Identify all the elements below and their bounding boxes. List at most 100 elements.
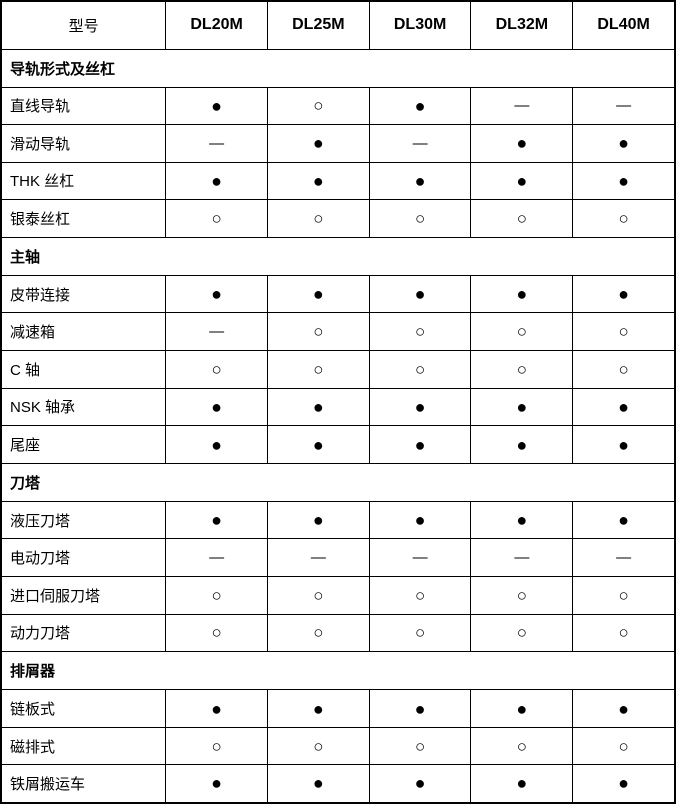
open-symbol-cell: ○: [470, 350, 574, 389]
table-row: THK 丝杠 ● ● ● ● ●: [0, 161, 676, 201]
open-symbol-cell: ○: [266, 312, 370, 352]
open-symbol-cell: ○: [165, 576, 268, 615]
open-symbol-cell: ○: [572, 613, 676, 653]
row-label: 尾座: [0, 425, 167, 464]
section-title: 导轨形式及丝杠: [0, 48, 676, 88]
open-symbol-cell: ○: [165, 350, 268, 389]
filled-symbol-cell: ●: [266, 764, 370, 803]
table-row: 直线导轨 ● ○ ● — —: [0, 86, 676, 126]
dash-symbol-cell: —: [572, 86, 676, 126]
open-symbol-cell: ○: [165, 613, 268, 653]
open-symbol-cell: ○: [470, 199, 574, 238]
open-symbol-cell: ○: [165, 726, 268, 766]
dash-symbol-cell: —: [470, 538, 574, 578]
table-row: C 轴 ○ ○ ○ ○ ○: [0, 350, 676, 389]
open-symbol-cell: ○: [165, 199, 268, 238]
row-label: 液压刀塔: [0, 500, 167, 540]
section-title: 排屑器: [0, 651, 676, 691]
open-symbol-cell: ○: [572, 576, 676, 615]
filled-symbol-cell: ●: [572, 124, 676, 163]
dash-symbol-cell: —: [470, 86, 574, 126]
filled-symbol-cell: ●: [368, 274, 472, 314]
model-header: DL30M: [368, 0, 472, 50]
filled-symbol-cell: ●: [572, 425, 676, 464]
table-body: 导轨形式及丝杠 直线导轨 ● ○ ● — — 滑动导轨 — ● — ● ● THK 丝杠 ● ● ● ● ● 银泰丝杠…: [0, 48, 676, 803]
filled-symbol-cell: ●: [165, 161, 268, 201]
dash-symbol-cell: —: [368, 538, 472, 578]
row-label: 滑动导轨: [0, 124, 167, 163]
filled-symbol-cell: ●: [572, 274, 676, 314]
dash-symbol-cell: —: [266, 538, 370, 578]
row-label: 进口伺服刀塔: [0, 576, 167, 615]
dash-symbol-cell: —: [572, 538, 676, 578]
filled-symbol-cell: ●: [266, 425, 370, 464]
table-row: 滑动导轨 — ● — ● ●: [0, 124, 676, 163]
open-symbol-cell: ○: [368, 726, 472, 766]
header-row: 型号 DL20M DL25M DL30M DL32M DL40M: [0, 0, 676, 50]
section-row: 刀塔: [0, 462, 676, 502]
open-symbol-cell: ○: [266, 199, 370, 238]
section-row: 主轴: [0, 236, 676, 276]
open-symbol-cell: ○: [368, 613, 472, 653]
dash-symbol-cell: —: [368, 124, 472, 163]
filled-symbol-cell: ●: [368, 689, 472, 728]
open-symbol-cell: ○: [368, 312, 472, 352]
open-symbol-cell: ○: [572, 350, 676, 389]
filled-symbol-cell: ●: [572, 387, 676, 427]
filled-symbol-cell: ●: [470, 425, 574, 464]
dash-symbol-cell: —: [165, 538, 268, 578]
filled-symbol-cell: ●: [165, 425, 268, 464]
open-symbol-cell: ○: [368, 199, 472, 238]
filled-symbol-cell: ●: [266, 124, 370, 163]
open-symbol-cell: ○: [572, 312, 676, 352]
model-header: DL40M: [572, 0, 676, 50]
open-symbol-cell: ○: [470, 576, 574, 615]
filled-symbol-cell: ●: [572, 689, 676, 728]
filled-symbol-cell: ●: [572, 161, 676, 201]
open-symbol-cell: ○: [266, 576, 370, 615]
table-row: NSK 轴承 ● ● ● ● ●: [0, 387, 676, 427]
row-label: 直线导轨: [0, 86, 167, 126]
open-symbol-cell: ○: [368, 350, 472, 389]
filled-symbol-cell: ●: [266, 387, 370, 427]
table-row: 皮带连接 ● ● ● ● ●: [0, 274, 676, 314]
table-row: 银泰丝杠 ○ ○ ○ ○ ○: [0, 199, 676, 238]
model-header: DL32M: [470, 0, 574, 50]
filled-symbol-cell: ●: [368, 425, 472, 464]
filled-symbol-cell: ●: [165, 86, 268, 126]
row-label: 减速箱: [0, 312, 167, 352]
open-symbol-cell: ○: [266, 613, 370, 653]
filled-symbol-cell: ●: [368, 500, 472, 540]
open-symbol-cell: ○: [266, 86, 370, 126]
section-row: 排屑器: [0, 651, 676, 691]
open-symbol-cell: ○: [368, 576, 472, 615]
filled-symbol-cell: ●: [470, 161, 574, 201]
open-symbol-cell: ○: [470, 613, 574, 653]
row-label: 铁屑搬运车: [0, 764, 167, 803]
filled-symbol-cell: ●: [368, 86, 472, 126]
open-symbol-cell: ○: [470, 312, 574, 352]
model-header: DL25M: [266, 0, 370, 50]
table-row: 磁排式 ○ ○ ○ ○ ○: [0, 726, 676, 766]
filled-symbol-cell: ●: [368, 161, 472, 201]
section-title: 主轴: [0, 236, 676, 276]
section-row: 导轨形式及丝杠: [0, 48, 676, 88]
filled-symbol-cell: ●: [572, 500, 676, 540]
filled-symbol-cell: ●: [165, 689, 268, 728]
filled-symbol-cell: ●: [470, 764, 574, 803]
row-label: 电动刀塔: [0, 538, 167, 578]
dash-symbol-cell: —: [165, 312, 268, 352]
row-label: 磁排式: [0, 726, 167, 766]
row-label: NSK 轴承: [0, 387, 167, 427]
filled-symbol-cell: ●: [266, 689, 370, 728]
filled-symbol-cell: ●: [470, 124, 574, 163]
open-symbol-cell: ○: [470, 726, 574, 766]
row-label: 皮带连接: [0, 274, 167, 314]
filled-symbol-cell: ●: [165, 274, 268, 314]
table-row: 液压刀塔 ● ● ● ● ●: [0, 500, 676, 540]
table-row: 链板式 ● ● ● ● ●: [0, 689, 676, 728]
filled-symbol-cell: ●: [266, 500, 370, 540]
filled-symbol-cell: ●: [165, 500, 268, 540]
row-label: 银泰丝杠: [0, 199, 167, 238]
model-header: DL20M: [165, 0, 268, 50]
